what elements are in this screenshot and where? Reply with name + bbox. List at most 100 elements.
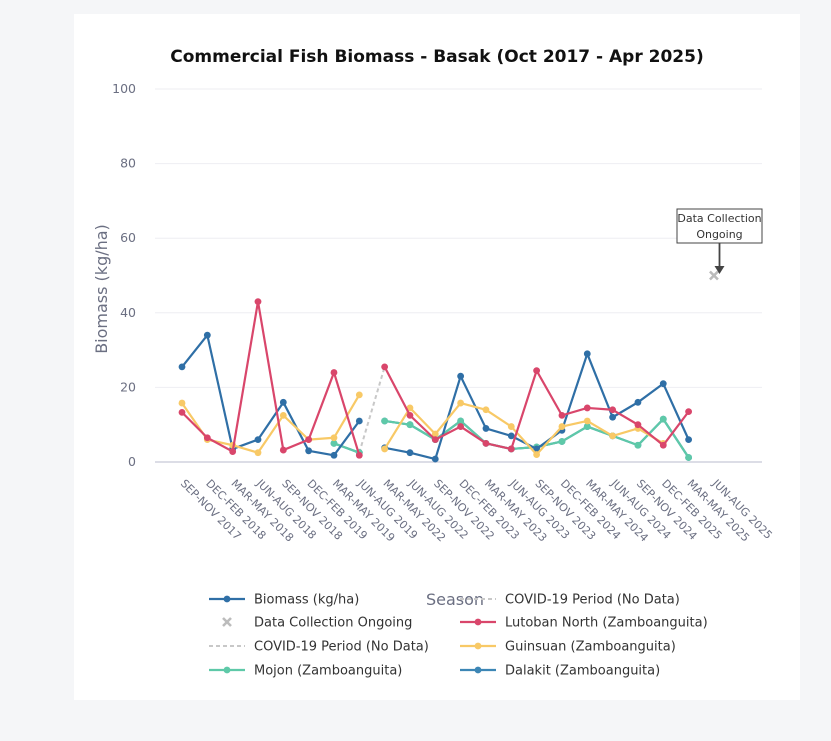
data-point — [279, 411, 287, 419]
annotation-arrow-head — [714, 266, 725, 274]
legend: Biomass (kg/ha) COVID-19 Period (No Data)… — [209, 593, 708, 679]
data-point — [279, 446, 287, 454]
data-point — [583, 350, 591, 358]
data-point — [381, 417, 389, 425]
data-point — [330, 451, 338, 459]
data-point — [609, 406, 617, 414]
series-1 — [178, 298, 692, 459]
data-point — [685, 454, 692, 461]
legend-x-marker — [222, 617, 232, 627]
data-point — [178, 363, 186, 371]
y-ticks: 0 20 40 60 80 100 — [112, 81, 136, 469]
data-point — [685, 436, 692, 444]
data-point — [533, 451, 541, 458]
y-tick-label: 100 — [112, 81, 136, 96]
data-point — [279, 398, 287, 406]
data-point — [457, 417, 465, 425]
ongoing-marker — [709, 270, 719, 281]
annotation-box: Data Collection Ongoing — [676, 208, 763, 274]
legend-item: Data Collection Ongoing — [222, 616, 412, 631]
data-point — [634, 441, 642, 449]
legend-item: COVID-19 Period (No Data) — [209, 640, 429, 655]
data-point — [634, 398, 642, 406]
data-point — [355, 417, 363, 425]
legend-marker — [474, 666, 482, 674]
data-point — [431, 436, 439, 444]
legend-item: Mojon (Zamboanguita) — [209, 664, 402, 679]
data-point — [659, 380, 667, 388]
series-2 — [178, 391, 667, 458]
data-point — [457, 372, 465, 380]
y-tick-label: 60 — [120, 230, 136, 245]
data-point — [609, 432, 617, 440]
data-point — [406, 449, 414, 457]
legend-label: Data Collection Ongoing — [254, 616, 412, 631]
data-point — [203, 434, 211, 442]
data-point — [482, 425, 490, 432]
data-point — [178, 408, 186, 416]
legend-marker — [223, 666, 231, 674]
data-point — [457, 399, 465, 407]
data-point — [583, 417, 591, 425]
data-point — [305, 436, 313, 444]
data-point — [507, 423, 515, 430]
series-line — [181, 300, 361, 456]
data-point — [685, 408, 692, 416]
data-point — [507, 445, 515, 453]
series-line — [181, 334, 361, 457]
data-point — [457, 423, 465, 430]
legend-label: Dalakit (Zamboanguita) — [505, 664, 660, 679]
covid-gap — [358, 366, 386, 453]
legend-label: COVID-19 Period (No Data) — [505, 593, 680, 608]
chart-title: Commercial Fish Biomass - Basak (Oct 201… — [170, 47, 703, 67]
annotation-rect — [676, 208, 763, 244]
data-point — [482, 439, 490, 447]
legend-label: Guinsuan (Zamboanguita) — [505, 640, 676, 655]
data-point — [533, 445, 541, 453]
data-point — [558, 438, 566, 445]
data-point — [355, 391, 363, 399]
data-point — [583, 404, 591, 412]
data-point — [254, 298, 262, 306]
data-point — [305, 447, 313, 455]
data-point — [178, 399, 186, 407]
legend-marker — [223, 595, 231, 603]
data-point — [406, 411, 414, 419]
data-point — [659, 441, 667, 449]
chart-card: Commercial Fish Biomass - Basak (Oct 201… — [74, 14, 800, 700]
covid-gap-line — [358, 366, 386, 453]
data-point — [431, 455, 439, 463]
y-axis-label: Biomass (kg/ha) — [92, 224, 111, 354]
data-point — [381, 445, 389, 453]
data-point — [533, 367, 541, 375]
data-point — [609, 413, 617, 421]
series-line — [333, 442, 360, 454]
data-point — [355, 451, 363, 459]
legend-label: COVID-19 Period (No Data) — [254, 640, 429, 655]
y-tick-label: 0 — [128, 454, 136, 469]
annotation-line2: Ongoing — [696, 228, 742, 241]
legend-label: Lutoban North (Zamboanguita) — [505, 616, 708, 631]
data-point — [406, 421, 414, 429]
data-point — [507, 432, 515, 440]
data-point — [381, 363, 389, 371]
data-point — [431, 430, 439, 438]
data-point — [330, 439, 338, 447]
ongoing-marker-group — [709, 270, 719, 281]
data-point — [558, 411, 566, 419]
data-point — [330, 434, 338, 442]
y-tick-label: 80 — [120, 156, 136, 171]
series-line — [383, 401, 664, 456]
legend-item: Dalakit (Zamboanguita) — [460, 664, 660, 679]
y-tick-label: 40 — [120, 305, 136, 320]
data-point — [229, 448, 237, 455]
data-point — [634, 421, 642, 429]
chart-svg: Commercial Fish Biomass - Basak (Oct 201… — [92, 47, 775, 679]
data-point — [482, 406, 490, 414]
data-point — [558, 423, 566, 430]
legend-item: Lutoban North (Zamboanguita) — [460, 616, 708, 631]
legend-item: Biomass (kg/ha) — [209, 593, 359, 608]
y-tick-label: 20 — [120, 379, 136, 394]
data-point — [330, 369, 338, 376]
data-point — [406, 404, 414, 412]
